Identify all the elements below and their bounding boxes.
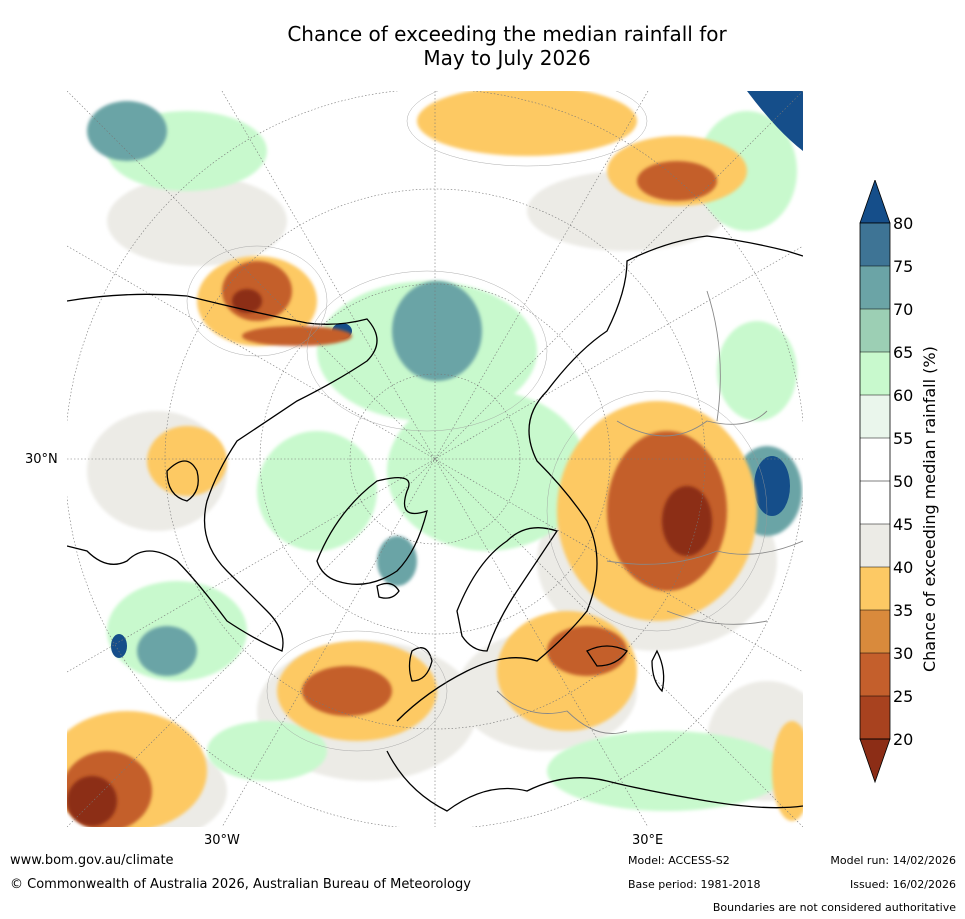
map-canvas xyxy=(67,91,803,827)
colorbar-band-45-50 xyxy=(860,481,890,524)
title-line-2: May to July 2026 xyxy=(423,46,591,70)
colorbar-band-30-35 xyxy=(860,610,890,653)
black-sea-coastline xyxy=(586,645,628,667)
scandinavia-coastline xyxy=(456,527,559,652)
lat-label-30n: 30°N xyxy=(25,452,58,467)
colorbar-tick-30: 30 xyxy=(893,644,914,663)
colorbar-tick-55: 55 xyxy=(893,429,914,448)
colorbar-tick-35: 35 xyxy=(893,601,914,620)
colorbar-band-20-25 xyxy=(860,696,890,739)
colorbar-tick-45: 45 xyxy=(893,515,914,534)
graticule xyxy=(67,91,803,827)
footer-copyright: © Commonwealth of Australia 2026, Austra… xyxy=(10,877,471,892)
colorbar-band-50-55 xyxy=(860,438,890,481)
colorbar-band-25-30 xyxy=(860,653,890,696)
footer-base-period: Base period: 1981-2018 xyxy=(628,878,761,891)
colorbar-tick-25: 25 xyxy=(893,687,914,706)
iceland-coastline xyxy=(376,582,400,599)
colorbar-tick-40: 40 xyxy=(893,558,914,577)
colorbar-band-35-40 xyxy=(860,567,890,610)
contour-lines xyxy=(186,91,768,752)
colorbar-separators xyxy=(860,265,890,697)
title-line-1: Chance of exceeding the median rainfall … xyxy=(287,22,727,46)
greenland-coastline xyxy=(316,477,428,585)
colorbar-tick-75: 75 xyxy=(893,257,914,276)
colorbar-band-70-75 xyxy=(860,266,890,309)
colorbar xyxy=(855,178,895,789)
colorbar-tick-80: 80 xyxy=(893,214,914,233)
colorbar-upper-arrow xyxy=(859,178,891,224)
map-title: Chance of exceeding the median rainfall … xyxy=(0,22,965,70)
lon-label-30e: 30°E xyxy=(632,833,664,848)
north-america-coastline xyxy=(67,293,378,652)
colorbar-band-55-60 xyxy=(860,395,890,438)
eurasia-coastline xyxy=(396,235,803,722)
colorbar-band-65-70 xyxy=(860,309,890,352)
caspian-coastline xyxy=(651,649,665,693)
colorbar-label: Chance of exceeding median rainfall (%) xyxy=(920,346,939,672)
colorbar-tick-65: 65 xyxy=(893,343,914,362)
colorbar-tick-60: 60 xyxy=(893,386,914,405)
colorbar-svg xyxy=(859,178,891,784)
footer-url[interactable]: www.bom.gov.au/climate xyxy=(10,853,174,868)
europe-south-coastline xyxy=(386,750,803,812)
polar-map xyxy=(67,91,803,827)
country-boundaries xyxy=(496,290,803,734)
footer-model-run: Model run: 14/02/2026 xyxy=(830,854,956,867)
colorbar-band-75-80 xyxy=(860,223,890,266)
footer-disclaimer: Boundaries are not considered authoritat… xyxy=(712,901,956,914)
lon-label-30w: 30°W xyxy=(204,833,240,848)
colorbar-band-40-45 xyxy=(860,524,890,567)
coastlines xyxy=(67,235,803,812)
colorbar-tick-70: 70 xyxy=(893,300,914,319)
rainfall-layer-below-20 xyxy=(67,289,712,826)
colorbar-lower-arrow xyxy=(859,738,891,784)
footer-model: Model: ACCESS-S2 xyxy=(628,854,730,867)
hudson-bay-coastline xyxy=(166,460,199,502)
colorbar-band-60-65 xyxy=(860,352,890,395)
colorbar-tick-50: 50 xyxy=(893,472,914,491)
uk-coastline xyxy=(408,647,433,682)
colorbar-tick-20: 20 xyxy=(893,730,914,749)
footer-issued: Issued: 16/02/2026 xyxy=(849,878,956,891)
